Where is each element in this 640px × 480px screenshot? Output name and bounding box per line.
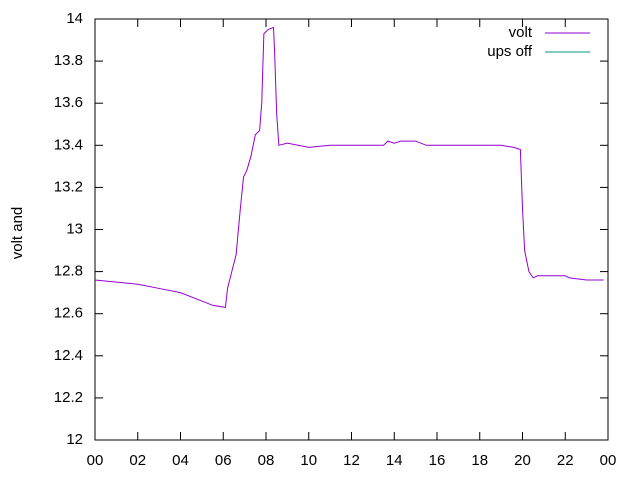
y-tick-label: 12.6 [54,305,83,322]
x-tick-label: 04 [172,452,189,469]
legend-label: ups off [487,43,533,60]
x-tick-label: 14 [386,452,403,469]
y-tick-label: 13 [66,220,83,237]
y-tick-label: 12 [66,431,83,448]
y-tick-label: 14 [66,10,83,27]
x-tick-label: 10 [300,452,317,469]
series-line [94,26,604,308]
x-tick-label: 08 [258,452,275,469]
y-tick-label: 12.2 [54,389,83,406]
y-tick-label: 13.4 [54,136,83,153]
x-tick-label: 02 [129,452,146,469]
x-tick-label: 18 [471,452,488,469]
x-tick-label: 20 [514,452,531,469]
y-tick-label: 13.8 [54,52,83,69]
x-tick-label: 22 [557,452,574,469]
legend-label: volt [509,24,533,41]
y-tick-label: 13.2 [54,178,83,195]
y-tick-label: 13.6 [54,94,83,111]
y-tick-label: 12.8 [54,263,83,280]
x-tick-label: 16 [429,452,446,469]
x-tick-label: 06 [215,452,232,469]
x-tick-label: 12 [343,452,360,469]
x-tick-label: 00 [87,452,104,469]
x-tick-label: 00 [600,452,617,469]
y-axis-label: volt and [9,207,26,260]
y-tick-label: 12.4 [54,347,83,364]
